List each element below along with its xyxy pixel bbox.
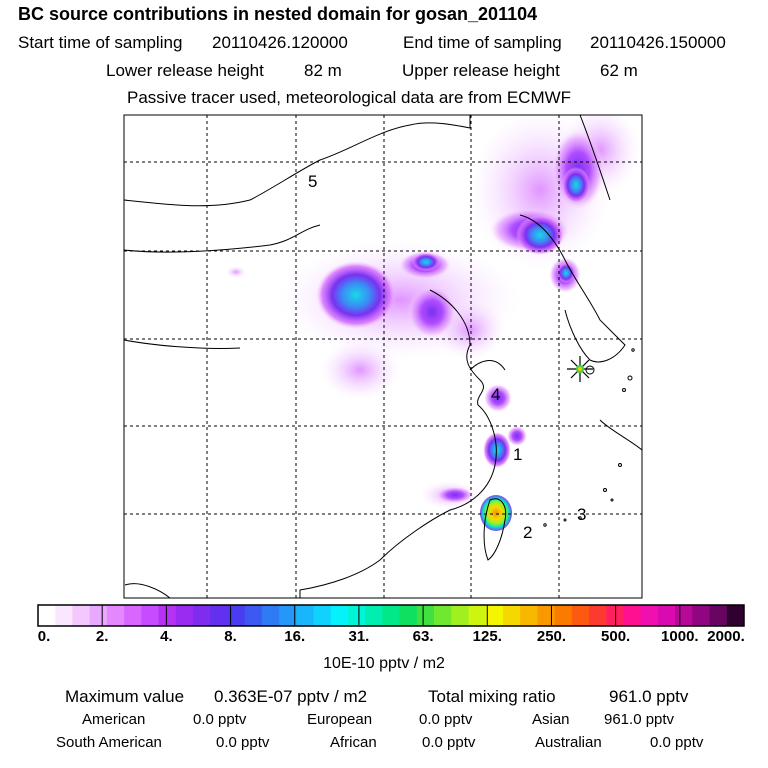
colorbar-tick-label: 0. [37, 628, 51, 645]
map-frame [123, 114, 643, 599]
total-mixing-value: 961.0 pptv [609, 687, 689, 706]
region-african-value: 0.0 pptv [422, 734, 476, 751]
colorbar-swatch [709, 605, 728, 626]
end-time-value: 20110426.150000 [590, 33, 726, 52]
colorbar-tick-label: 250. [536, 628, 567, 645]
colorbar-swatch [330, 605, 349, 626]
colorbar-swatch [244, 605, 263, 626]
region-australian-label: Australian [535, 734, 602, 751]
region-asian-label: Asian [532, 711, 570, 728]
colorbar-tick-label: 8. [224, 628, 237, 645]
colorbar [37, 605, 745, 626]
colorbar-swatch [192, 605, 211, 626]
colorbar-swatch [537, 605, 556, 626]
colorbar-swatch [382, 605, 401, 626]
colorbar-swatch [227, 605, 246, 626]
upper-release-label: Upper release height [402, 61, 560, 80]
colorbar-tick-label: 2. [95, 628, 109, 645]
region-asian-value: 961.0 pptv [604, 711, 675, 728]
map-grid [124, 115, 642, 598]
region-african-label: African [330, 734, 377, 751]
colorbar-tick-label: 2000. [707, 628, 745, 645]
end-time-label: End time of sampling [403, 33, 562, 52]
region-south-american-value: 0.0 pptv [216, 734, 270, 751]
region-label-3: 3 [577, 505, 586, 524]
colorbar-tick-label: 63. [412, 628, 434, 645]
lower-release-label: Lower release height [106, 61, 264, 80]
colorbar-swatch [38, 605, 56, 626]
colorbar-swatch [72, 605, 91, 626]
colorbar-swatch [726, 605, 745, 626]
colorbar-tick-label: 1000. [661, 628, 699, 645]
colorbar-swatch [279, 605, 297, 626]
colorbar-swatch [399, 605, 418, 626]
colorbar-frame [37, 604, 745, 627]
colorbar-tick-label: 4. [160, 628, 173, 645]
start-time-label: Start time of sampling [18, 33, 183, 52]
colorbar-swatch [571, 605, 590, 626]
colorbar-unit: 10E-10 pptv / m2 [323, 655, 445, 672]
colorbar-swatch [623, 605, 642, 626]
colorbar-swatch [434, 605, 452, 626]
colorbar-tick-label: 500. [601, 628, 631, 645]
tracer-note: Passive tracer used, meteorological data… [127, 88, 572, 107]
colorbar-swatch [416, 605, 435, 626]
total-mixing-label: Total mixing ratio [428, 687, 556, 706]
colorbar-swatch [261, 605, 280, 626]
colorbar-swatch [89, 605, 108, 626]
colorbar-swatch [313, 605, 332, 626]
region-american-label: American [82, 711, 146, 728]
colorbar-swatch [640, 605, 659, 626]
colorbar-swatch [692, 605, 711, 626]
upper-release-value: 62 m [600, 61, 638, 80]
colorbar-swatch [347, 605, 366, 626]
region-european-label: European [307, 711, 373, 728]
colorbar-swatch [55, 605, 73, 626]
colorbar-swatch [554, 605, 573, 626]
colorbar-swatch [606, 605, 624, 626]
region-label-5: 5 [308, 172, 317, 191]
colorbar-swatch [468, 605, 487, 626]
plume-layer [226, 115, 640, 531]
colorbar-swatch [210, 605, 228, 626]
colorbar-tick-label: 16. [284, 628, 306, 645]
region-label-1: 1 [513, 445, 522, 464]
max-value: 0.363E-07 pptv / m2 [214, 687, 368, 706]
max-value-label: Maximum value [65, 687, 185, 706]
receptor-star-icon [567, 356, 593, 382]
colorbar-swatch [657, 605, 676, 626]
colorbar-swatch [589, 605, 607, 626]
lower-release-value: 82 m [304, 61, 342, 80]
region-american-value: 0.0 pptv [193, 711, 247, 728]
region-label-4: 4 [491, 385, 500, 404]
colorbar-swatch [451, 605, 469, 626]
start-time-value: 20110426.120000 [212, 33, 348, 52]
coastlines [124, 115, 642, 598]
colorbar-swatch [365, 605, 383, 626]
region-label-2: 2 [523, 523, 532, 542]
colorbar-swatch [175, 605, 194, 626]
region-south-american-label: South American [56, 734, 162, 751]
colorbar-swatch [141, 605, 160, 626]
colorbar-swatch [296, 605, 315, 626]
colorbar-swatch [520, 605, 538, 626]
colorbar-swatch [158, 605, 177, 626]
colorbar-swatch [502, 605, 521, 626]
chart-title: BC source contributions in nested domain… [18, 4, 538, 24]
colorbar-tick-label: 125. [472, 628, 502, 645]
region-australian-value: 0.0 pptv [650, 734, 704, 751]
colorbar-swatch [106, 605, 125, 626]
colorbar-swatch [124, 605, 142, 626]
colorbar-swatch [485, 605, 504, 626]
colorbar-swatch [675, 605, 693, 626]
colorbar-tick-label: 31. [348, 628, 370, 645]
region-european-value: 0.0 pptv [419, 711, 473, 728]
